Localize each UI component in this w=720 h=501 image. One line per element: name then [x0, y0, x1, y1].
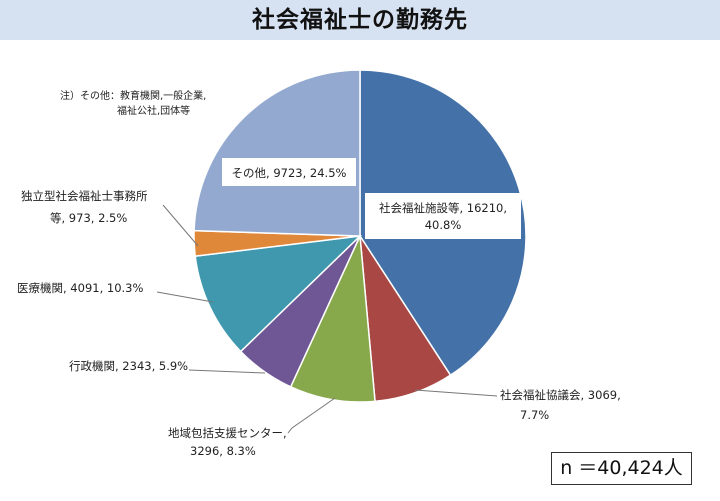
slice-label: その他, 9723, 24.5% [232, 166, 347, 180]
label-background [222, 158, 356, 186]
pie-slice [194, 234, 363, 353]
leader-lines [156, 204, 498, 434]
pie-slice [289, 233, 376, 403]
slice-labels: 社会福祉施設等, 16210, 40.8% 社会福祉協議会, 3069, 7.7% 地域… [17, 158, 621, 458]
slice-label: 医療機関, 4091, 10.3% [17, 281, 143, 295]
slice-label: 社会福祉施設等, 16210, [379, 201, 507, 215]
slice-label: 40.8% [425, 218, 462, 232]
leader-line [287, 397, 336, 434]
note-line-1: 注）その他：教育機関,一般企業, [60, 89, 206, 102]
note-line-2: 福祉公社,団体等 [117, 104, 190, 117]
leader-line [414, 389, 498, 397]
slice-label: 地域包括支援センター, [168, 426, 287, 440]
slice-label: 独立型社会福祉士事務所 [21, 189, 148, 203]
slice-label: 7.7% [520, 408, 549, 422]
pie-slice [193, 69, 361, 237]
slice-label: 社会福祉協議会, 3069, [500, 388, 621, 402]
slice-label: 行政機関, 2343, 5.9% [69, 359, 188, 373]
leader-line [188, 369, 266, 374]
slice-label: 等, 973, 2.5% [50, 211, 127, 225]
title-bar [0, 0, 720, 40]
leader-line [162, 204, 199, 247]
page-title: 社会福祉士の勤務先 [252, 7, 468, 33]
leader-line [156, 291, 214, 303]
slice-label: 3296, 8.3% [190, 444, 256, 458]
label-background [365, 193, 521, 239]
total-count-box: n ＝40,424人 [551, 452, 692, 485]
